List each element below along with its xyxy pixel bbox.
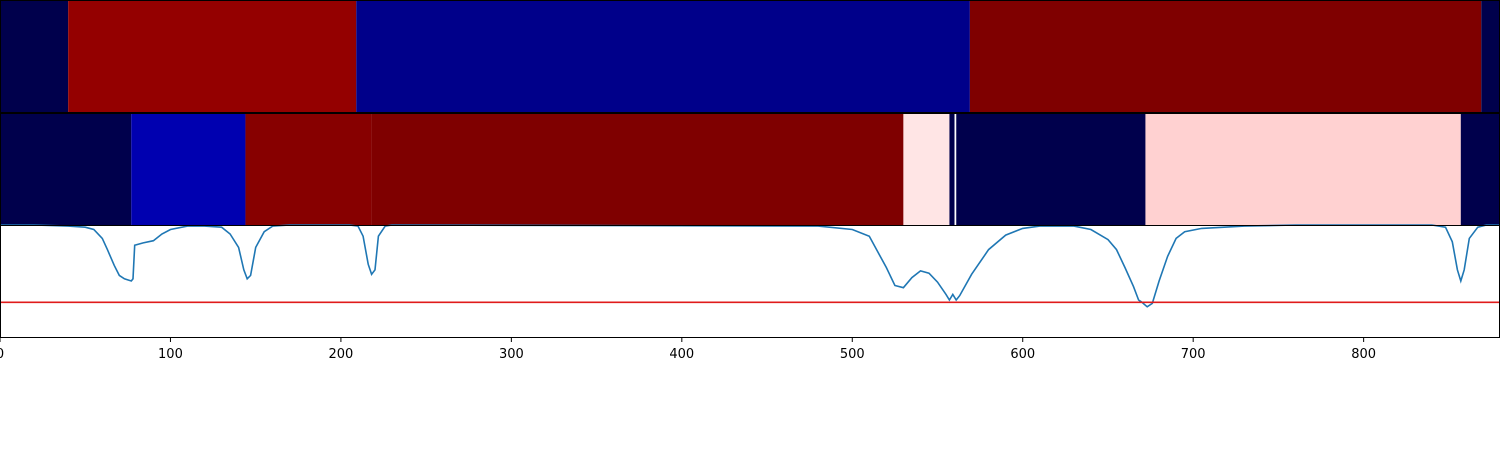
x-axis-ticks: 0 100 200 300 400 500 600 700 800 (0, 337, 1376, 362)
heatmap-cell (969, 0, 1482, 112)
panel-frame (0, 225, 1500, 338)
heatmap-cell (0, 0, 69, 112)
x-tick-label: 300 (499, 347, 524, 362)
line-panel (0, 224, 1500, 308)
heatmap-cell (0, 113, 132, 225)
series-line (0, 224, 1500, 308)
x-tick-label: 800 (1351, 347, 1376, 362)
heatmap-cell (1145, 113, 1461, 225)
x-tick-label: 200 (328, 347, 353, 362)
heatmap-cell (371, 113, 904, 225)
heatmap-cell (1481, 0, 1500, 112)
x-tick-label: 500 (840, 347, 865, 362)
x-tick-label: 0 (0, 347, 4, 362)
x-tick-label: 700 (1181, 347, 1206, 362)
heatmap-row-top (0, 0, 1500, 112)
heatmap-cell (903, 113, 950, 225)
x-tick-label: 400 (669, 347, 694, 362)
heatmap-cell (131, 113, 246, 225)
heatmap-cell (954, 113, 957, 225)
heatmap-cell (356, 0, 970, 112)
heatmap-cell (949, 113, 955, 225)
heatmap-cell (68, 0, 357, 112)
heatmap-cell (245, 113, 372, 225)
heatmap-row-middle (0, 113, 1500, 225)
heatmap-cell (1460, 113, 1500, 225)
x-tick-label: 600 (1010, 347, 1035, 362)
heatmap-cell (956, 113, 1146, 225)
x-tick-label: 100 (158, 347, 183, 362)
